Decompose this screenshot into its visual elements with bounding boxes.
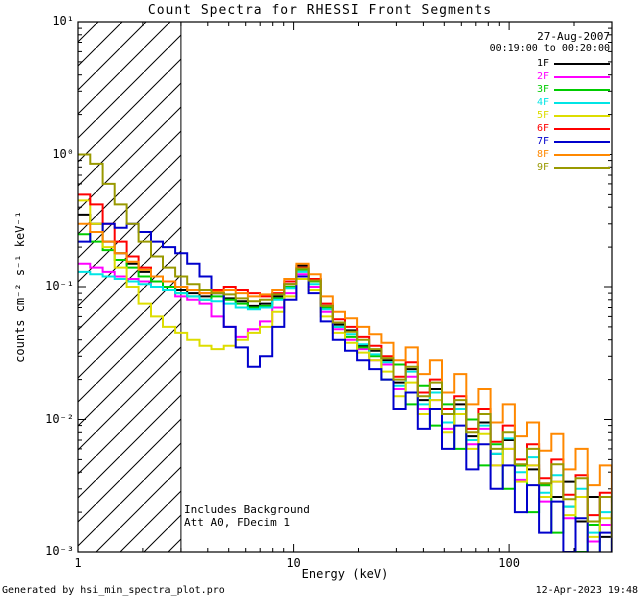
y-tick-label: 10⁻¹ [45, 279, 74, 293]
legend-label: 5F [536, 110, 549, 121]
y-tick-label: 10¹ [52, 14, 74, 28]
legend-line-swatch [554, 75, 610, 78]
render-timestamp: 12-Apr-2023 19:48 [535, 585, 638, 596]
legend-label: 9F [536, 162, 549, 173]
legend-label: 6F [536, 123, 549, 134]
observation-time-range: 00:19:00 to 00:20:00 [489, 43, 610, 54]
attenuator-note: Att A0, FDecim 1 [184, 516, 290, 529]
chart-title: Count Spectra for RHESSI Front Segments [147, 3, 493, 18]
generated-by-text: Generated by hsi_min_spectra_plot.pro [2, 585, 225, 596]
legend-label: 4F [536, 97, 549, 108]
legend-item-6F: 6F [537, 122, 610, 135]
legend-line-swatch [554, 114, 610, 117]
legend-item-8F: 8F [537, 148, 610, 161]
legend-label: 7F [536, 136, 549, 147]
legend-item-9F: 9F [537, 161, 610, 174]
legend-line-swatch [554, 127, 610, 130]
legend-line-swatch [554, 166, 610, 169]
legend-label: 2F [536, 71, 549, 82]
x-axis-label: Energy (keV) [301, 567, 389, 581]
x-tick-label: 100 [498, 556, 520, 570]
y-axis-label: counts cm⁻² s⁻¹ keV⁻¹ [13, 211, 27, 363]
legend-item-4F: 4F [537, 96, 610, 109]
legend-label: 8F [536, 149, 549, 160]
observation-date: 27-Aug-2007 [537, 30, 610, 43]
x-tick-label: 10 [286, 556, 301, 570]
y-tick-label: 10⁻³ [45, 544, 74, 558]
legend-item-7F: 7F [537, 135, 610, 148]
legend-line-swatch [554, 62, 610, 65]
legend-line-swatch [554, 153, 610, 156]
chart-layer [77, 21, 613, 553]
legend-line-swatch [554, 88, 610, 91]
legend-line-swatch [554, 101, 610, 104]
legend-item-3F: 3F [537, 83, 610, 96]
legend: 1F 2F 3F 4F 5F 6F 7F 8F 9F [537, 57, 610, 174]
x-tick-label: 1 [74, 556, 82, 570]
legend-item-2F: 2F [537, 70, 610, 83]
y-tick-label: 10⁰ [52, 146, 74, 161]
plot-notes: Includes Background Att A0, FDecim 1 [184, 503, 310, 529]
legend-line-swatch [554, 140, 610, 143]
y-tick-label: 10⁻² [45, 411, 74, 426]
legend-item-5F: 5F [537, 109, 610, 122]
legend-label: 1F [536, 58, 549, 69]
background-note: Includes Background [184, 503, 310, 516]
legend-item-1F: 1F [537, 57, 610, 70]
legend-label: 3F [536, 84, 549, 95]
